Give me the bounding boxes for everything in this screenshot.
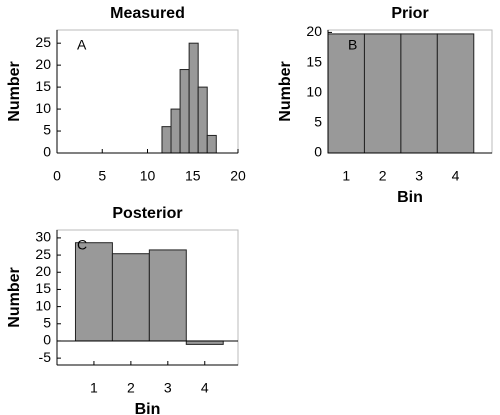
x-tick-label: 15 [185, 168, 201, 184]
x-tick-label: 0 [53, 168, 61, 184]
plot-area [56, 29, 239, 154]
y-tick-label: 30 [35, 229, 51, 245]
bar [74, 242, 113, 342]
panel-label: B [348, 37, 357, 53]
y-tick-label: 15 [306, 53, 322, 69]
y-tick-label: 20 [306, 23, 322, 39]
y-tick-label: 5 [43, 314, 51, 330]
bar [179, 69, 190, 154]
chart-title: Measured [110, 5, 185, 22]
y-tick-label: 25 [35, 34, 51, 50]
y-tick-label: 0 [43, 332, 51, 348]
y-tick-label: 25 [35, 246, 51, 262]
bar [400, 33, 438, 154]
bar [197, 86, 208, 154]
y-axis-label: Number [6, 267, 23, 327]
bar [148, 249, 187, 342]
x-tick-label: 1 [342, 168, 350, 184]
y-tick-label: 20 [35, 263, 51, 279]
y-tick-label: 5 [43, 122, 51, 138]
bar [161, 126, 172, 154]
y-tick-label: 20 [35, 56, 51, 72]
bar [185, 340, 224, 345]
chart-title: Posterior [112, 205, 182, 222]
x-tick-label: 3 [415, 168, 423, 184]
x-tick-label: 4 [201, 380, 209, 396]
chart-title: Prior [391, 5, 428, 22]
bar [188, 42, 199, 154]
x-tick-label: 10 [140, 168, 156, 184]
y-tick-label: 10 [35, 100, 51, 116]
y-tick-label: 0 [43, 144, 51, 160]
bar [170, 108, 181, 154]
x-tick-label: 3 [164, 380, 172, 396]
y-tick-label: -5 [39, 349, 52, 365]
x-axis-label: Bin [397, 189, 423, 206]
y-tick-label: 10 [35, 297, 51, 313]
x-tick-label: 20 [230, 168, 246, 184]
x-tick-label: 5 [98, 168, 106, 184]
x-tick-label: 1 [90, 380, 98, 396]
x-axis-label: Bin [135, 401, 161, 415]
bar [363, 33, 402, 154]
x-tick-label: 2 [379, 168, 387, 184]
bar [327, 33, 365, 154]
y-axis-label: Number [277, 61, 294, 121]
y-tick-label: 15 [35, 78, 51, 94]
bar [206, 134, 217, 154]
y-tick-label: 5 [314, 114, 322, 130]
y-tick-label: 10 [306, 83, 322, 99]
panel-label: A [77, 37, 87, 53]
bar [111, 253, 150, 342]
y-tick-label: 15 [35, 280, 51, 296]
panel-label: C [77, 237, 87, 253]
bar [436, 33, 475, 154]
y-axis-label: Number [6, 61, 23, 121]
x-tick-label: 2 [127, 380, 135, 396]
x-tick-label: 4 [452, 168, 460, 184]
y-tick-label: 0 [314, 144, 322, 160]
